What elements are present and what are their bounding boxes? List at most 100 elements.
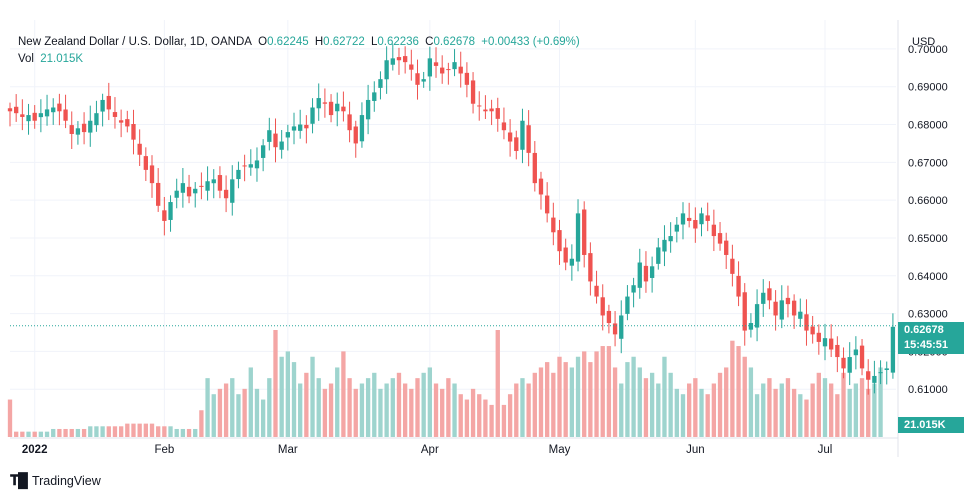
volume-bar xyxy=(767,378,772,437)
chart-legend: New Zealand Dollar / U.S. Dollar, 1D, OA… xyxy=(18,34,583,68)
volume-bar xyxy=(810,383,815,437)
candle-body xyxy=(643,265,649,282)
candle-body xyxy=(649,266,655,278)
candle-body xyxy=(705,215,710,221)
volume-bar xyxy=(285,351,291,437)
volume-bar xyxy=(452,383,457,437)
candle-body xyxy=(199,185,204,187)
volume-bar xyxy=(594,351,599,437)
candle-body xyxy=(51,107,56,113)
candle-body xyxy=(829,338,834,350)
volume-bar xyxy=(402,383,408,437)
candle-body xyxy=(125,119,130,127)
volume-bar xyxy=(544,362,550,437)
candle-body xyxy=(248,164,253,168)
tradingview-branding[interactable]: 𝐓█ TradingView xyxy=(10,472,101,489)
candle-body xyxy=(600,297,605,316)
candle-body xyxy=(7,108,13,112)
volume-bar xyxy=(742,356,747,437)
candle-body xyxy=(112,112,118,117)
candle-body xyxy=(26,115,31,122)
volume-bar xyxy=(94,426,99,437)
candle-body xyxy=(884,368,889,370)
volume-bar xyxy=(705,394,710,437)
volume-bar xyxy=(866,388,871,437)
volume-bar xyxy=(754,394,760,437)
volume-bar xyxy=(223,383,229,437)
volume-bar xyxy=(125,423,130,437)
volume-bar xyxy=(199,410,204,437)
volume-bar xyxy=(106,426,111,437)
volume-bar xyxy=(822,378,828,437)
volume-bar xyxy=(396,372,402,437)
volume-bar xyxy=(575,356,581,437)
candle-body xyxy=(557,230,562,252)
y-tick-label: 0.63000 xyxy=(908,309,948,321)
volume-bar xyxy=(693,378,698,437)
candle-body xyxy=(88,120,93,133)
volume-bar xyxy=(242,388,247,437)
candle-body xyxy=(717,233,723,244)
volume-bar xyxy=(477,394,482,437)
volume-bar xyxy=(38,431,44,437)
volume-bar xyxy=(458,394,463,437)
y-tick-label: 0.65000 xyxy=(908,233,948,245)
volume-bar xyxy=(304,372,309,437)
volume-bar xyxy=(526,383,531,437)
candle-body xyxy=(118,120,124,123)
candle-body xyxy=(273,133,278,148)
volume-bar xyxy=(322,388,328,437)
x-tick-label: Mar xyxy=(278,444,298,456)
candle-body xyxy=(841,357,846,369)
candle-body xyxy=(20,114,25,117)
candle-body xyxy=(341,106,346,112)
volume-bar xyxy=(637,367,642,437)
change-value: +0.00433 (+0.69%) xyxy=(481,36,580,48)
low-label: L xyxy=(370,36,378,48)
candle-body xyxy=(662,239,667,252)
volume-bar xyxy=(643,378,649,437)
volume-bar xyxy=(353,388,358,437)
volume-label: Vol xyxy=(18,53,34,65)
candle-body xyxy=(433,62,439,66)
last-price-badge: 0.62678 15:45:51 xyxy=(898,322,964,354)
y-tick-label: 0.64000 xyxy=(908,271,948,283)
y-tick-label: 0.68000 xyxy=(908,120,948,132)
volume-bar xyxy=(20,431,25,437)
volume-bar xyxy=(365,378,371,437)
candle-body xyxy=(322,102,328,104)
volume-bar xyxy=(193,428,198,437)
candle-body xyxy=(687,217,692,221)
volume-bar xyxy=(26,431,31,437)
volume-bar xyxy=(347,378,352,437)
candle-body xyxy=(606,310,612,324)
candle-body xyxy=(767,288,772,301)
volume-bar xyxy=(328,383,334,437)
candle-body xyxy=(156,182,161,206)
volume-bar xyxy=(619,383,624,437)
volume-bar xyxy=(384,383,389,437)
candle-body xyxy=(69,125,74,134)
volume-bar xyxy=(137,423,142,437)
candle-body xyxy=(859,345,865,369)
volume-bar xyxy=(205,378,210,437)
candle-body xyxy=(285,132,291,138)
symbol-description: New Zealand Dollar / U.S. Dollar, 1D, OA… xyxy=(18,36,252,48)
volume-bar xyxy=(427,367,433,437)
volume-bar xyxy=(254,388,260,437)
candle-body xyxy=(526,125,531,153)
candle-body xyxy=(699,213,704,225)
candle-body xyxy=(421,79,426,82)
candle-body xyxy=(656,247,661,264)
candle-body xyxy=(180,183,186,193)
candle-body xyxy=(736,275,741,297)
candle-body xyxy=(477,105,482,107)
volume-bar xyxy=(835,394,840,437)
volume-bar xyxy=(341,351,346,437)
candle-body xyxy=(637,262,642,288)
volume-bar xyxy=(100,426,105,437)
tradingview-logo-icon: 𝐓█ xyxy=(10,472,28,488)
candle-body xyxy=(372,92,377,101)
volume-bars xyxy=(7,330,883,437)
